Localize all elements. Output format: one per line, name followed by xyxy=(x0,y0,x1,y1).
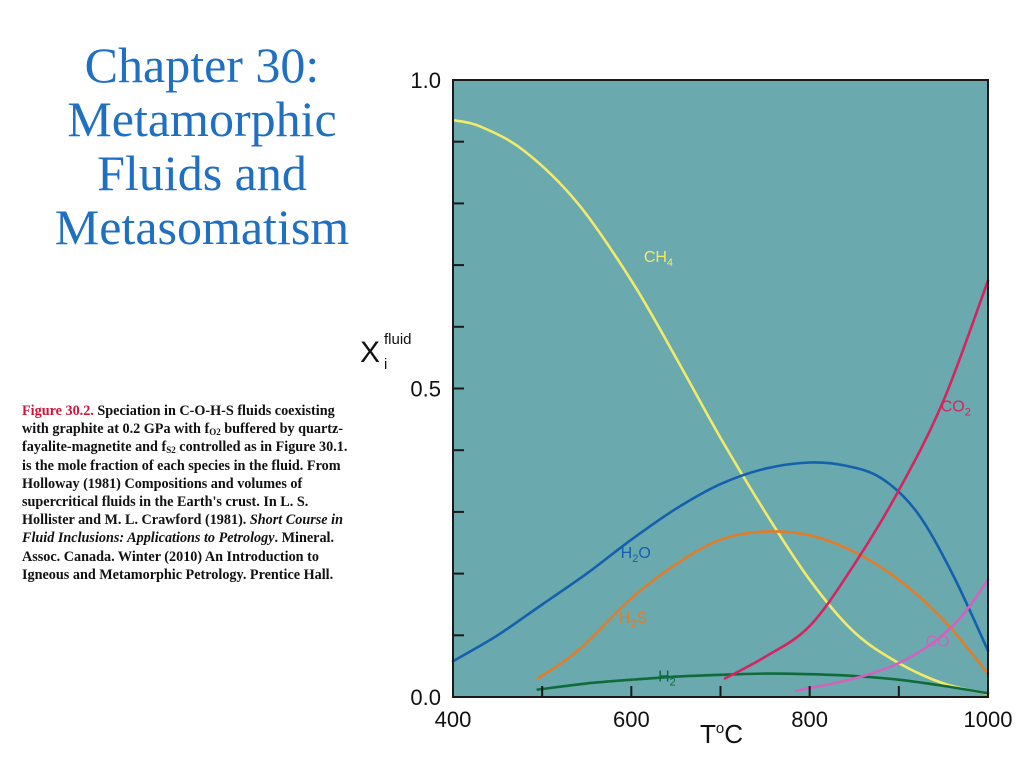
curve-h2s xyxy=(536,530,990,680)
x-tick-label: 1000 xyxy=(964,707,1013,732)
title-line-3: Fluids and xyxy=(97,145,307,201)
label-ch4: CH4 xyxy=(644,249,673,269)
label-h2: H2 xyxy=(658,669,676,689)
caption-text-4: . Mineral. Assoc. Canada. Winter (2010) … xyxy=(22,530,335,583)
x-tick-label: 600 xyxy=(613,707,650,732)
title-line-4: Metasomatism xyxy=(54,199,350,255)
y-axis-label-superscript: fluid xyxy=(384,331,412,348)
curve-ch4 xyxy=(451,118,990,696)
caption-subscript-s2: S2 xyxy=(166,445,176,456)
caption-subscript-o2: O2 xyxy=(209,427,221,438)
curve-co2 xyxy=(723,279,990,680)
plot-frame xyxy=(452,79,989,698)
x-tick-label: 800 xyxy=(791,707,828,732)
caption-text-2: buffered by quartz-fayalite-magnetite an… xyxy=(22,421,344,456)
label-h2o: H2O xyxy=(621,545,651,565)
slide-title: Chapter 30: Metamorphic Fluids and Metas… xyxy=(18,38,386,254)
caption-italic-title: Short Course in Fluid Inclusions: Applic… xyxy=(22,512,343,547)
caption-text-3: controlled as in Figure 30.1. is the mol… xyxy=(22,439,348,529)
plot-area xyxy=(453,80,988,697)
y-axis-label-subscript: i xyxy=(384,356,387,373)
caption-text-1: Speciation in C-O-H-S fluids coexisting … xyxy=(22,403,335,438)
y-axis-label: X xyxy=(360,336,380,369)
title-line-2: Metamorphic xyxy=(67,91,337,147)
curve-h2 xyxy=(536,672,990,695)
figure-caption: Figure 30.2. Speciation in C-O-H-S fluid… xyxy=(22,402,352,584)
x-tick-label: 400 xyxy=(435,707,472,732)
y-tick-label: 0.5 xyxy=(410,377,441,402)
label-h2s: H2S xyxy=(619,610,647,630)
label-co: CO xyxy=(926,633,950,650)
y-tick-label: 1.0 xyxy=(410,68,441,93)
title-line-1: Chapter 30: xyxy=(84,37,320,93)
x-axis-label: ToC xyxy=(700,719,743,749)
curve-h2o xyxy=(451,461,990,663)
figure-label: Figure 30.2. xyxy=(22,403,94,419)
y-tick-label: 0.0 xyxy=(410,685,441,710)
label-co2: CO2 xyxy=(941,398,971,418)
curve-co xyxy=(795,578,990,693)
